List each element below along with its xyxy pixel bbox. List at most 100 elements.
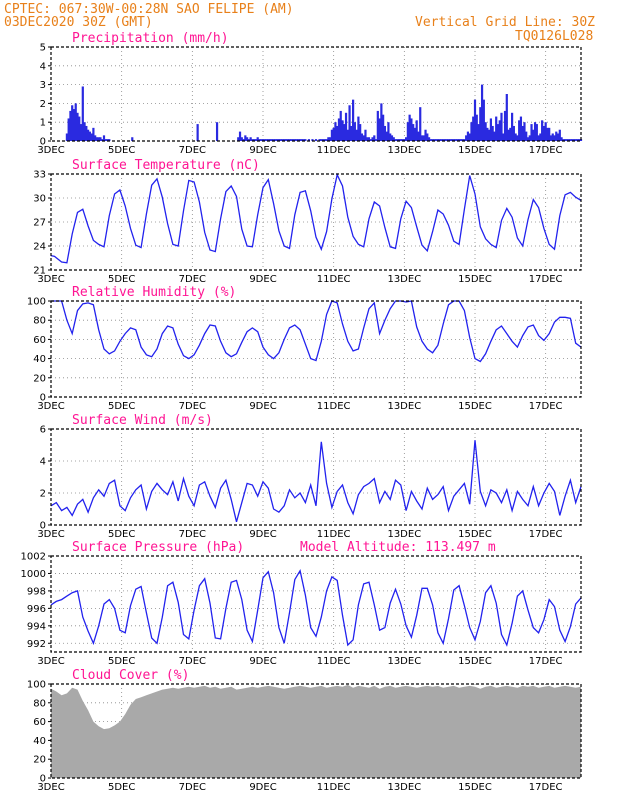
precip-bar xyxy=(537,135,540,141)
precip-bar xyxy=(556,133,560,141)
precip-bar xyxy=(532,129,535,141)
precip-bar xyxy=(355,129,358,141)
precip-bar xyxy=(530,124,533,141)
precip-bar xyxy=(277,139,280,141)
precip-bar xyxy=(295,139,298,141)
precip-bar xyxy=(488,129,491,141)
precip-bar xyxy=(429,139,432,141)
precip-bar xyxy=(456,139,459,141)
precip-bar xyxy=(479,107,482,141)
precip-bar xyxy=(567,139,570,141)
pressure-ytick-label: 996 xyxy=(27,604,46,615)
wind-ytick-label: 4 xyxy=(40,457,46,468)
cloud-xtick-label: 15DEC xyxy=(458,782,492,793)
precip-bar xyxy=(518,120,521,141)
wind-title: Surface Wind (m/s) xyxy=(72,413,213,428)
precip-bar xyxy=(539,133,542,141)
precip-bar xyxy=(327,137,330,141)
rh-frame xyxy=(50,300,582,398)
precip-bar xyxy=(332,127,335,141)
precip-bar xyxy=(286,139,289,141)
precip-bar xyxy=(300,139,303,141)
precip-bar xyxy=(274,139,277,141)
temp-title: Surface Temperature (nC) xyxy=(72,158,260,173)
pressure-ytick-label: 992 xyxy=(27,639,46,650)
precip-bar xyxy=(442,139,445,141)
precip-bar xyxy=(461,139,464,141)
cloud-panel: Cloud Cover (%) 0 20 40 60 80 100 3DEC 5DEC 7DEC 9… xyxy=(27,668,582,793)
precip-bar xyxy=(387,122,390,141)
precip-bar xyxy=(533,122,537,141)
rh-panel: Relative Humidity (%) 0 20 40 60 80 100 3DEC 5DE… xyxy=(27,285,582,412)
rh-ytick-label: 40 xyxy=(33,354,46,365)
temp-line xyxy=(50,172,582,264)
precip-bar xyxy=(579,139,583,141)
precip-bar xyxy=(69,110,72,141)
precip-bar xyxy=(470,122,473,141)
precip-bar xyxy=(371,137,374,141)
datetime-header: 03DEC2020 30Z (GMT) xyxy=(4,15,153,30)
precip-bar xyxy=(507,129,510,141)
precip-bar xyxy=(321,139,325,141)
rh-xtick-label: 3DEC xyxy=(37,401,64,412)
precip-bar xyxy=(302,139,305,141)
precip-bar xyxy=(477,124,480,141)
precip-bar xyxy=(503,110,507,141)
precip-bar xyxy=(438,139,441,141)
precip-bar xyxy=(562,139,565,141)
precip-bar xyxy=(337,118,341,141)
precip-bar xyxy=(572,139,576,141)
precip-bar xyxy=(87,129,90,141)
precip-bar xyxy=(392,137,395,141)
precip-bar xyxy=(396,139,399,141)
rh-ytick-label: 0 xyxy=(40,393,46,404)
precip-bar xyxy=(512,125,515,141)
precip-bar xyxy=(410,118,413,141)
precip-bar xyxy=(528,135,531,141)
cloud-area xyxy=(51,684,581,778)
precip-bar xyxy=(74,103,77,141)
precip-bar xyxy=(468,133,471,141)
model-code: TQ0126L028 xyxy=(515,29,593,44)
precip-bar xyxy=(480,84,484,141)
precip-bar xyxy=(311,139,314,141)
temp-frame xyxy=(50,173,582,271)
precip-bar xyxy=(376,110,379,141)
precip-bar xyxy=(78,116,81,141)
precip-bar xyxy=(443,139,447,141)
temp-ytick-label: 24 xyxy=(33,242,46,253)
precip-ytick-label: 5 xyxy=(40,43,46,54)
precip-bar xyxy=(283,139,286,141)
precip-bar xyxy=(362,135,365,141)
precip-bar xyxy=(401,139,404,141)
cloud-ytick-label: 60 xyxy=(33,717,46,728)
precip-bar xyxy=(509,127,512,141)
precip-bar xyxy=(344,112,348,141)
precip-bar xyxy=(571,139,574,141)
precip-bar xyxy=(436,139,439,141)
precip-bar xyxy=(521,125,524,141)
precip-bar xyxy=(495,116,498,141)
precip-bar xyxy=(519,116,523,141)
rh-xtick-label: 17DEC xyxy=(529,401,563,412)
precip-bar xyxy=(458,139,461,141)
rh-xtick-label: 13DEC xyxy=(387,401,421,412)
precip-bar xyxy=(299,139,302,141)
pressure-ytick-label: 994 xyxy=(27,621,46,632)
precip-bar xyxy=(445,139,448,141)
temp-xtick-label: 7DEC xyxy=(179,274,206,285)
precip-bar xyxy=(288,139,291,141)
precip-bar xyxy=(549,135,553,141)
pressure-xtick-label: 3DEC xyxy=(37,656,64,667)
precip-bar xyxy=(330,129,333,141)
precip-bar xyxy=(104,139,107,141)
precip-bar xyxy=(426,133,429,141)
precip-bar xyxy=(297,139,300,141)
pressure-ytick-label: 1002 xyxy=(21,552,46,563)
precip-bar xyxy=(542,125,545,141)
precip-bar xyxy=(389,133,392,141)
precip-ytick-label: 2 xyxy=(40,99,46,110)
precip-bar xyxy=(424,129,427,141)
precip-bar xyxy=(484,122,487,141)
